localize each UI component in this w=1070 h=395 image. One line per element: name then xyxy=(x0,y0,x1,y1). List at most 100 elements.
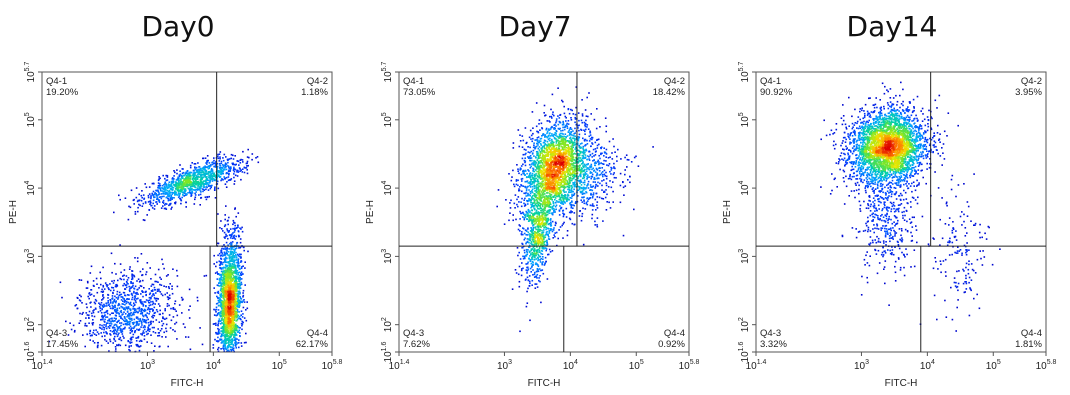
event-dot xyxy=(201,178,203,180)
event-dot xyxy=(237,342,239,344)
event-dot xyxy=(582,243,585,246)
event-dot xyxy=(89,329,92,332)
event-dot xyxy=(135,301,137,304)
event-dot xyxy=(230,338,233,341)
event-dot xyxy=(118,313,120,315)
event-dot xyxy=(225,276,227,279)
event-dot xyxy=(233,295,235,297)
event-dot xyxy=(137,210,139,213)
event-dot xyxy=(228,287,231,290)
event-dot xyxy=(215,331,217,334)
event-dot xyxy=(232,265,235,267)
event-dot xyxy=(623,194,625,196)
event-dot xyxy=(219,262,222,264)
event-dot xyxy=(224,284,226,287)
event-dot xyxy=(163,183,165,186)
event-dot xyxy=(545,249,547,252)
event-dot xyxy=(527,227,529,229)
event-dot xyxy=(524,127,527,129)
event-dot xyxy=(194,180,197,183)
event-dot xyxy=(237,171,240,173)
event-dot xyxy=(171,178,174,180)
event-dot xyxy=(190,186,192,188)
event-dot xyxy=(218,252,221,255)
event-dot xyxy=(175,310,177,312)
event-dot xyxy=(228,165,230,168)
event-dot xyxy=(184,184,187,186)
event-dot xyxy=(202,186,205,188)
event-dot xyxy=(96,345,99,348)
event-dot xyxy=(234,294,237,296)
event-dot xyxy=(211,171,214,173)
event-dot xyxy=(122,323,125,326)
event-dot xyxy=(102,290,105,293)
event-dot xyxy=(219,301,222,304)
event-dot xyxy=(529,260,532,262)
event-dot xyxy=(221,318,224,320)
event-dot xyxy=(232,315,234,318)
event-dot xyxy=(151,182,154,185)
event-dot xyxy=(524,197,526,200)
event-dot xyxy=(115,314,117,317)
event-dot xyxy=(524,229,527,232)
event-dot xyxy=(231,241,234,243)
event-dot xyxy=(153,326,155,329)
event-dot xyxy=(226,280,229,282)
event-dot xyxy=(520,274,523,277)
event-dot xyxy=(235,303,237,306)
event-dot xyxy=(145,186,148,189)
event-dot xyxy=(124,303,126,306)
event-dot xyxy=(595,209,597,211)
event-dot xyxy=(567,108,570,111)
event-dot xyxy=(228,345,230,347)
event-dot xyxy=(150,278,152,280)
event-dot xyxy=(219,332,221,335)
event-dot xyxy=(512,169,514,172)
event-dot xyxy=(229,320,232,322)
event-dot xyxy=(169,193,171,195)
event-dot xyxy=(215,265,217,268)
event-dot xyxy=(535,151,538,153)
event-dot xyxy=(539,275,541,277)
event-dot xyxy=(231,304,234,306)
event-dot xyxy=(154,345,156,347)
event-dot xyxy=(225,156,227,158)
event-dot xyxy=(229,242,231,245)
event-dot xyxy=(166,179,169,181)
event-dot xyxy=(220,172,223,174)
event-dot xyxy=(557,115,559,117)
event-dot xyxy=(215,322,217,325)
event-dot xyxy=(236,270,239,272)
event-dot xyxy=(584,133,586,135)
event-dot xyxy=(237,301,240,303)
event-dot xyxy=(218,153,221,155)
event-dot xyxy=(129,206,132,209)
event-dot xyxy=(612,173,615,176)
event-dot xyxy=(229,294,231,296)
event-dot xyxy=(235,315,238,317)
event-dot xyxy=(227,319,229,322)
event-dot xyxy=(224,299,226,302)
event-dot xyxy=(602,220,604,222)
event-dot xyxy=(204,157,207,159)
event-dot xyxy=(182,191,185,194)
event-dot xyxy=(217,350,220,353)
event-dot xyxy=(605,148,608,151)
event-dot xyxy=(221,251,223,254)
event-dot xyxy=(526,141,528,144)
event-dot xyxy=(224,164,227,167)
event-dot xyxy=(173,175,175,177)
event-dot xyxy=(220,270,223,273)
event-dot xyxy=(591,138,593,141)
event-dot xyxy=(201,169,204,172)
event-dot xyxy=(200,183,202,186)
event-dot xyxy=(226,330,228,332)
event-dot xyxy=(92,311,95,314)
event-dot xyxy=(221,279,223,281)
event-dot xyxy=(568,129,570,132)
event-dot xyxy=(150,297,152,300)
event-dot xyxy=(197,173,199,176)
event-dot xyxy=(555,222,557,225)
event-dot xyxy=(151,290,154,292)
event-dot xyxy=(126,322,128,325)
